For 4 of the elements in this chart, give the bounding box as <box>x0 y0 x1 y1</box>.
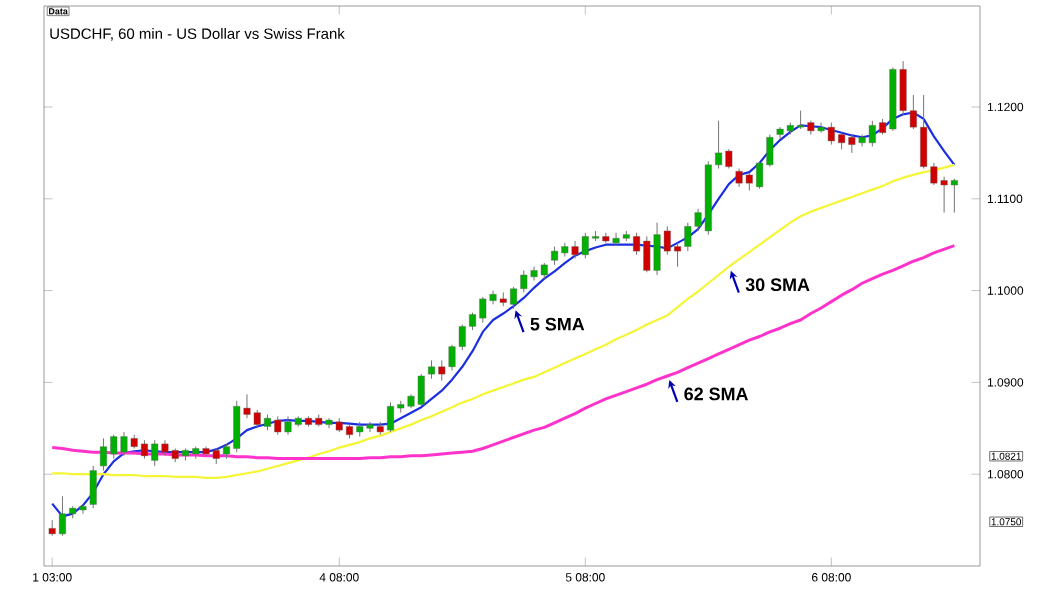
series-label: 30 SMA <box>745 278 810 292</box>
series-label: 5 SMA <box>530 317 585 331</box>
series-label: 62 SMA <box>684 387 748 401</box>
candlestick <box>89 465 97 509</box>
